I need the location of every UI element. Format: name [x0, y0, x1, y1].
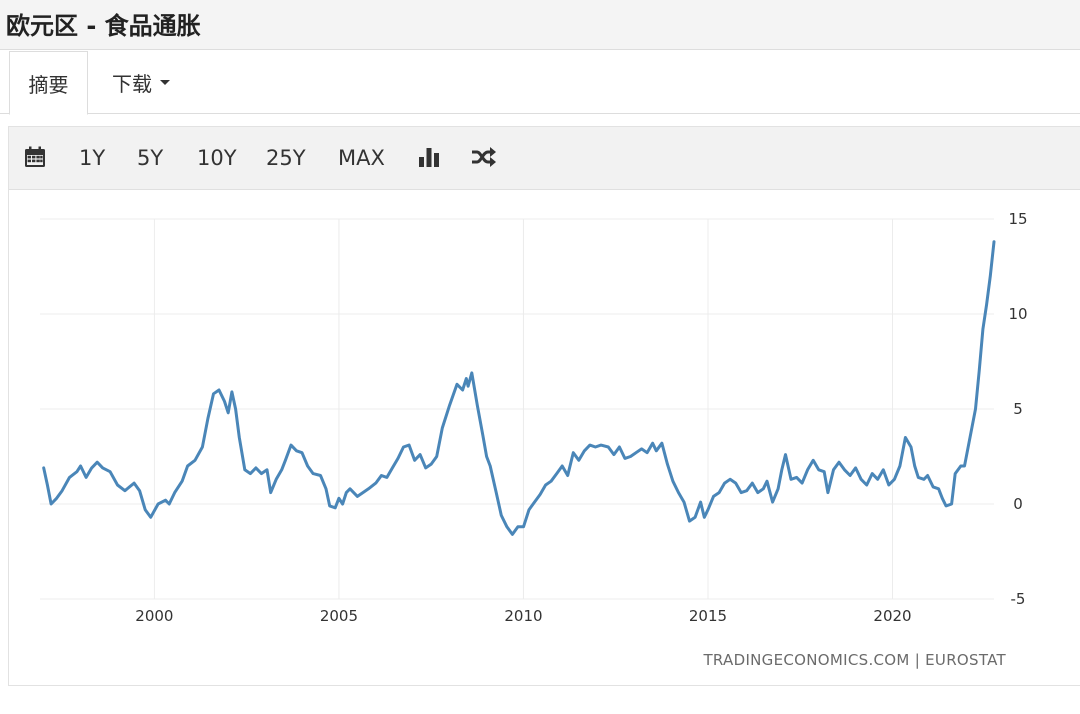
x-tick-label: 2015: [689, 607, 727, 625]
y-tick-label: 15: [1008, 210, 1027, 228]
page-title: 欧元区 - 食品通胀: [6, 12, 201, 40]
series-line: [42, 240, 996, 536]
tab-download[interactable]: 下载: [96, 51, 186, 114]
grid-lines: [40, 218, 994, 600]
range-25y-button[interactable]: 25Y: [266, 146, 306, 170]
x-tick-label: 2005: [320, 607, 358, 625]
source-credit: TRADINGECONOMICS.COM | EUROSTAT: [702, 651, 1006, 669]
y-tick-label: -5: [1011, 590, 1026, 608]
tab-download-label: 下载: [112, 72, 152, 96]
series-layer: [42, 240, 996, 536]
range-10y-button[interactable]: 10Y: [197, 146, 237, 170]
y-tick-label: 5: [1013, 400, 1023, 418]
range-max-button[interactable]: MAX: [338, 146, 385, 170]
shuffle-icon[interactable]: [471, 146, 497, 172]
title-bar: 欧元区 - 食品通胀: [0, 0, 1080, 50]
chart-panel: 1Y 5Y 10Y 25Y MAX 15 10 5 0 -5 2000 2005 2010 20…: [8, 126, 1080, 686]
line-chart: 15 10 5 0 -5 2000 2005 2010 2015 2020 TRADINGECON…: [40, 210, 1028, 669]
calendar-icon[interactable]: [24, 146, 46, 172]
bar-chart-icon[interactable]: [418, 146, 440, 172]
tab-summary[interactable]: 摘要: [9, 51, 88, 115]
y-tick-label: 10: [1008, 305, 1027, 323]
x-tick-label: 2010: [504, 607, 542, 625]
tabs-bar: 摘要 下载: [0, 51, 1080, 115]
caret-down-icon: [160, 80, 170, 85]
range-5y-button[interactable]: 5Y: [137, 146, 164, 170]
chart-toolbar: 1Y 5Y 10Y 25Y MAX: [9, 127, 1080, 190]
x-tick-label: 2020: [873, 607, 911, 625]
range-1y-button[interactable]: 1Y: [79, 146, 106, 170]
tab-summary-label: 摘要: [28, 72, 69, 97]
axis-labels: 15 10 5 0 -5 2000 2005 2010 2015 2020: [135, 210, 1027, 625]
y-tick-label: 0: [1013, 495, 1023, 513]
x-tick-label: 2000: [135, 607, 173, 625]
